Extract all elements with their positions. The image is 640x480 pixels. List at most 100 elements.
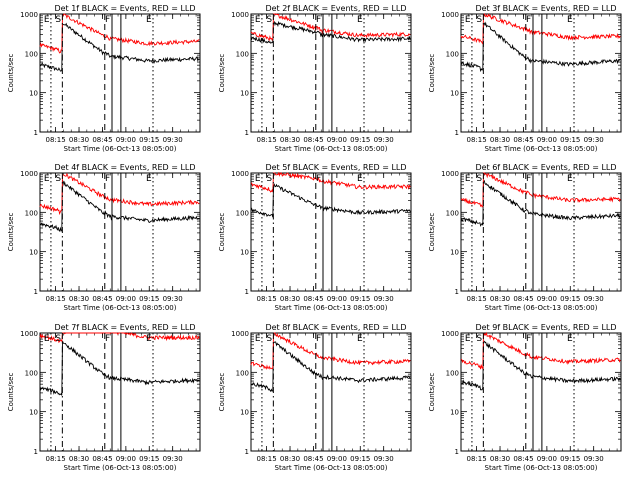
- series-lld-line: [460, 331, 621, 371]
- x-tick-label: 09:30: [584, 295, 604, 303]
- event-line-label: E: [567, 334, 573, 344]
- event-line-label: F: [316, 15, 321, 25]
- event-line-label: E: [465, 334, 471, 344]
- y-tick-label: 1000: [20, 170, 38, 178]
- x-tick-label: 08:45: [513, 295, 533, 303]
- event-line-label: E: [255, 15, 261, 25]
- event-line-label: S: [476, 174, 482, 184]
- event-line-label: S: [55, 334, 61, 344]
- x-tick-label: 09:00: [537, 295, 557, 303]
- detector-panel: Det 3f BLACK = Events, RED = LLD 1 10 100 10…: [428, 4, 622, 153]
- y-tick-label: 100: [25, 369, 38, 377]
- panel-title: Det 1f BLACK = Events, RED = LLD: [54, 4, 195, 13]
- x-tick-label: 09:15: [560, 295, 580, 303]
- y-tick-label: 1000: [20, 330, 38, 338]
- y-tick-label: 1: [455, 448, 459, 456]
- x-tick-label: 09:15: [350, 295, 370, 303]
- y-tick-label: 1000: [231, 330, 249, 338]
- panel-title: Det 9f BLACK = Events, RED = LLD: [475, 323, 616, 332]
- event-line-label: E: [567, 174, 573, 184]
- plot-frame: [460, 172, 622, 292]
- event-line-label: E: [357, 174, 363, 184]
- y-tick-label: 1000: [20, 11, 38, 19]
- y-tick-label: 10: [240, 90, 249, 98]
- event-line-label: F: [316, 174, 321, 184]
- event-line-label: E: [146, 174, 152, 184]
- panel-title: Det 7f BLACK = Events, RED = LLD: [54, 323, 195, 332]
- y-tick-label: 1: [34, 129, 38, 137]
- x-tick-label: 08:45: [92, 295, 112, 303]
- event-line-label: S: [476, 15, 482, 25]
- panel-title: Det 5f BLACK = Events, RED = LLD: [265, 163, 406, 172]
- series-lld-line: [39, 332, 200, 344]
- x-tick-label: 09:30: [584, 455, 604, 463]
- x-tick-label: 09:30: [374, 295, 394, 303]
- y-tick-label: 100: [25, 209, 38, 217]
- x-tick-label: 09:30: [374, 455, 394, 463]
- x-tick-label: 09:30: [584, 136, 604, 144]
- event-line-label: E: [146, 15, 152, 25]
- x-tick-label: 08:30: [490, 295, 510, 303]
- x-tick-label: 09:00: [327, 295, 347, 303]
- series-lld-line: [460, 172, 621, 208]
- plot-frame: [39, 13, 201, 133]
- y-tick-label: 1: [455, 288, 459, 296]
- x-tick-label: 08:30: [280, 136, 300, 144]
- detector-panel: Det 1f BLACK = Events, RED = LLD 1 10 100 10…: [7, 4, 201, 153]
- y-tick-label: 100: [236, 369, 249, 377]
- x-tick-label: 08:45: [303, 295, 323, 303]
- x-tick-label: 08:30: [69, 136, 89, 144]
- x-tick-label: 09:00: [116, 455, 136, 463]
- panel-title: Det 4f BLACK = Events, RED = LLD: [54, 163, 195, 172]
- y-tick-label: 1: [245, 129, 249, 137]
- y-tick-label: 10: [29, 249, 38, 257]
- event-line-label: F: [316, 334, 321, 344]
- event-line-label: S: [55, 15, 61, 25]
- x-tick-label: 09:30: [374, 136, 394, 144]
- x-tick-label: 08:45: [303, 455, 323, 463]
- event-line-label: F: [526, 334, 531, 344]
- y-tick-label: 10: [29, 409, 38, 417]
- x-tick-label: 08:45: [92, 455, 112, 463]
- x-axis-label: Start Time (06-Oct-13 08:05:00): [485, 145, 598, 153]
- y-tick-label: 1000: [441, 170, 459, 178]
- y-tick-label: 1: [34, 448, 38, 456]
- x-axis-label: Start Time (06-Oct-13 08:05:00): [275, 464, 388, 472]
- y-tick-label: 10: [450, 409, 459, 417]
- x-axis-label: Start Time (06-Oct-13 08:05:00): [485, 464, 598, 472]
- series-events-line: [460, 21, 621, 73]
- series-events-line: [460, 179, 621, 227]
- event-line-label: F: [105, 15, 110, 25]
- plot-frame: [460, 332, 622, 452]
- y-axis-label: Counts/sec: [428, 373, 436, 412]
- y-tick-label: 10: [240, 409, 249, 417]
- x-tick-label: 09:30: [163, 295, 183, 303]
- event-line-label: S: [266, 334, 272, 344]
- y-tick-label: 1: [455, 129, 459, 137]
- x-tick-label: 08:15: [257, 455, 277, 463]
- y-tick-label: 100: [25, 50, 38, 58]
- y-tick-label: 1000: [231, 170, 249, 178]
- event-line-label: E: [255, 334, 261, 344]
- x-tick-label: 09:15: [139, 136, 159, 144]
- y-tick-label: 100: [236, 209, 249, 217]
- y-tick-label: 10: [29, 90, 38, 98]
- y-axis-label: Counts/sec: [428, 54, 436, 93]
- series-events-line: [250, 341, 411, 393]
- detector-panel: Det 2f BLACK = Events, RED = LLD 1 10 100 10…: [218, 4, 412, 153]
- panel-title: Det 3f BLACK = Events, RED = LLD: [475, 4, 616, 13]
- x-tick-label: 09:30: [163, 455, 183, 463]
- y-axis-label: Counts/sec: [218, 54, 226, 93]
- x-tick-label: 08:15: [467, 295, 487, 303]
- x-tick-label: 08:30: [69, 295, 89, 303]
- x-tick-label: 09:15: [139, 455, 159, 463]
- event-line-label: S: [266, 15, 272, 25]
- event-line-label: S: [266, 174, 272, 184]
- x-tick-label: 09:00: [327, 455, 347, 463]
- x-tick-label: 09:15: [560, 136, 580, 144]
- event-line-label: S: [476, 334, 482, 344]
- plot-frame: [250, 172, 412, 292]
- x-tick-label: 08:30: [280, 455, 300, 463]
- panel-title: Det 8f BLACK = Events, RED = LLD: [265, 323, 406, 332]
- x-axis-label: Start Time (06-Oct-13 08:05:00): [275, 145, 388, 153]
